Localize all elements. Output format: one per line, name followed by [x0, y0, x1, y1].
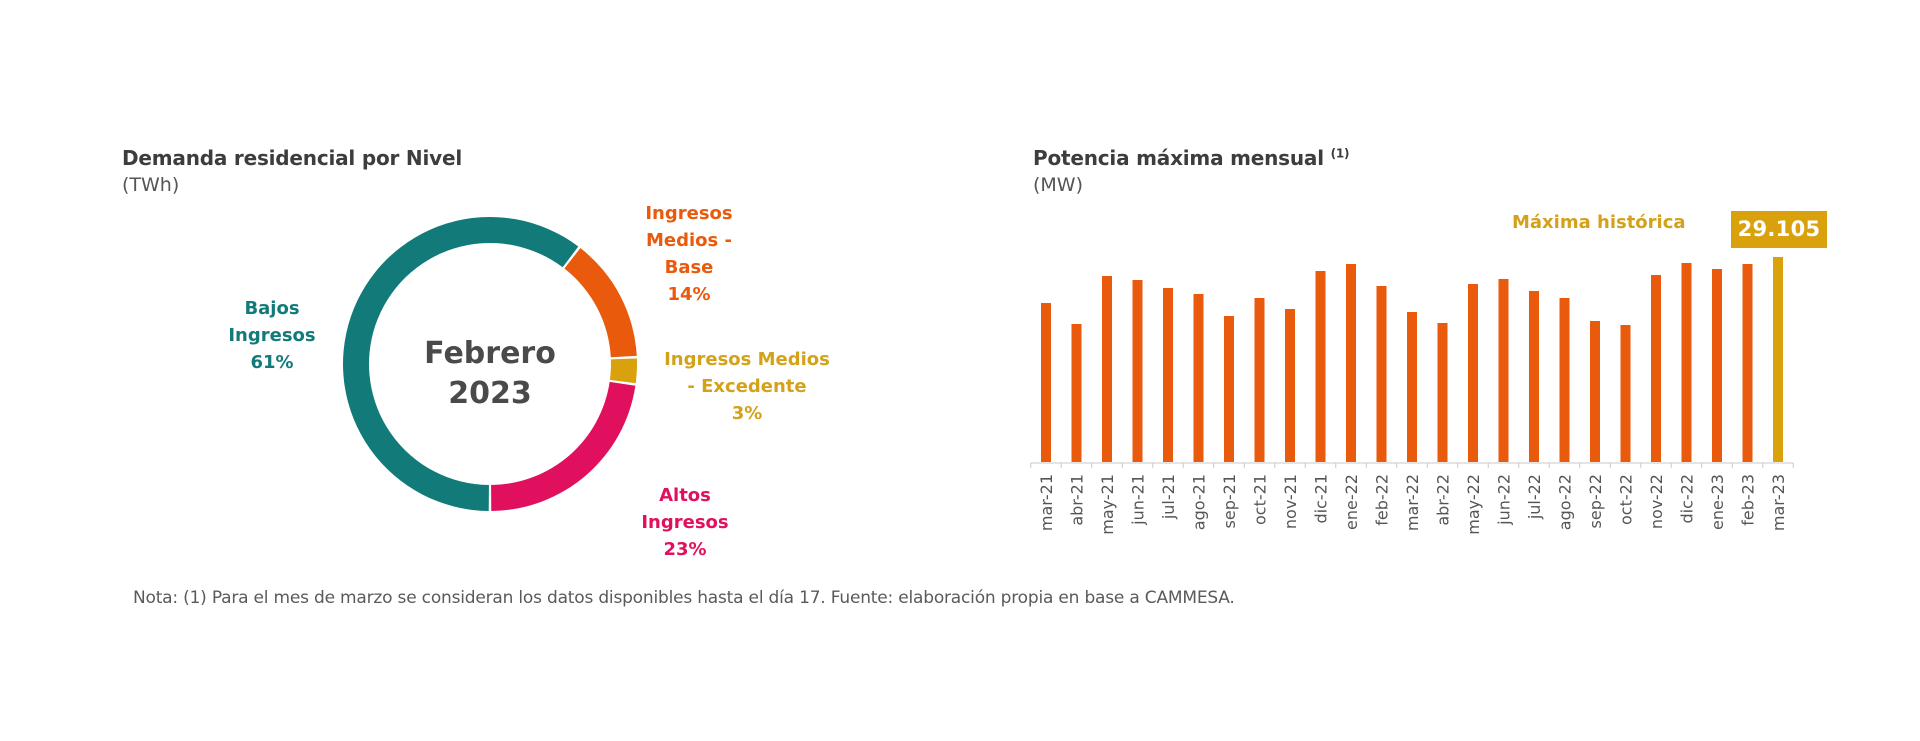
slice-percent: 14% — [667, 284, 711, 305]
donut-slice-altos-ingresos — [491, 381, 636, 511]
x-tick-label: ago-22 — [1556, 474, 1575, 530]
x-tick-label: mar-21 — [1037, 474, 1056, 531]
x-tick-label: mar-23 — [1769, 474, 1788, 531]
bar-nov-21 — [1285, 308, 1295, 462]
x-tick-label: dic-21 — [1312, 474, 1331, 524]
bar-dic-21 — [1315, 270, 1326, 462]
bar-jul-22 — [1529, 290, 1539, 462]
slice-label-line: Ingresos Medios — [664, 349, 830, 370]
x-tick-label: oct-22 — [1617, 474, 1636, 525]
x-tick-label: sep-21 — [1220, 474, 1239, 528]
slice-label-altos-ingresos: Altos Ingresos 23% — [630, 482, 740, 563]
bar-may-22 — [1468, 283, 1478, 462]
x-tick-label: sep-22 — [1586, 474, 1605, 528]
bar-mar-22 — [1407, 311, 1417, 462]
bar-oct-22 — [1620, 324, 1631, 462]
slice-label-line: Ingresos — [228, 325, 316, 346]
x-tick-label: ene-23 — [1708, 474, 1727, 530]
bar-sep-21 — [1224, 315, 1234, 462]
bar-feb-23 — [1742, 263, 1753, 462]
x-tick-label: ago-21 — [1190, 474, 1209, 530]
slice-label-ingresos-medios-excedente: Ingresos Medios - Excedente 3% — [652, 346, 842, 427]
x-tick-label: feb-23 — [1739, 474, 1758, 526]
donut-chart-unit: (TWh) — [122, 174, 180, 196]
footnote: Nota: (1) Para el mes de marzo se consid… — [133, 588, 1235, 608]
bar-dic-22 — [1681, 262, 1692, 462]
x-tick-label: dic-22 — [1678, 474, 1697, 524]
x-tick-label: jul-21 — [1159, 474, 1178, 520]
x-tick-label: feb-22 — [1373, 474, 1392, 526]
x-tick-label: abr-22 — [1434, 474, 1453, 526]
x-tick-label: jun-21 — [1129, 474, 1148, 526]
bar-sep-22 — [1590, 320, 1600, 462]
slice-percent: 61% — [250, 352, 294, 373]
bar-nov-22 — [1651, 274, 1661, 462]
slice-label-line: - Excedente — [687, 376, 807, 397]
x-tick-label: jun-22 — [1495, 474, 1514, 526]
slice-percent: 3% — [731, 403, 763, 424]
max-annotation-label: Máxima histórica — [1512, 212, 1686, 233]
bar-chart-unit: (MW) — [1033, 174, 1084, 196]
bar-ago-21 — [1193, 293, 1204, 462]
bar-jun-21 — [1132, 279, 1143, 462]
x-tick-label: ene-22 — [1342, 474, 1361, 530]
slice-label-line: Medios - — [646, 230, 732, 251]
donut-slice-ingresos-medios-base — [564, 248, 637, 358]
bar-ene-23 — [1712, 268, 1722, 462]
bar-abr-21 — [1071, 323, 1082, 462]
bar-ago-22 — [1559, 298, 1570, 462]
x-tick-label: mar-22 — [1403, 474, 1422, 531]
title-footnote-marker: (1) — [1330, 146, 1350, 161]
x-tick-label: may-22 — [1464, 474, 1483, 535]
bar-ene-22 — [1346, 263, 1356, 462]
slice-label-ingresos-medios-base: Ingresos Medios - Base 14% — [627, 200, 751, 308]
slice-label-line: Base — [664, 257, 714, 278]
slice-label-line: Ingresos — [641, 512, 729, 533]
max-value-badge: 29.105 — [1731, 211, 1827, 248]
bar-mar-21 — [1041, 302, 1051, 462]
slice-label-line: Ingresos — [645, 203, 733, 224]
donut-slice-ingresos-medios-excedente — [609, 358, 637, 384]
x-tick-label: abr-21 — [1068, 474, 1087, 526]
donut-slice-bajos-ingresos — [343, 216, 579, 511]
x-tick-label: jul-22 — [1525, 474, 1544, 520]
slice-label-line: Bajos — [244, 298, 300, 319]
bar-feb-22 — [1376, 285, 1387, 462]
bar-mar-23 — [1773, 257, 1783, 462]
x-tick-label: may-21 — [1098, 474, 1117, 535]
bar-may-21 — [1102, 275, 1112, 462]
x-tick-label: nov-21 — [1281, 474, 1300, 529]
x-tick-label: oct-21 — [1251, 474, 1270, 525]
x-tick-label: nov-22 — [1647, 474, 1666, 529]
donut-center-label: Febrero 2023 — [390, 334, 590, 414]
slice-label-bajos-ingresos: Bajos Ingresos 61% — [222, 295, 322, 376]
donut-center-month: Febrero — [424, 336, 556, 371]
bar-chart-title: Potencia máxima mensual (1) — [1033, 146, 1350, 170]
bar-jul-21 — [1163, 287, 1173, 462]
donut-center-year: 2023 — [448, 376, 532, 411]
bar-chart-title-text: Potencia máxima mensual — [1033, 146, 1324, 170]
slice-percent: 23% — [663, 539, 707, 560]
bar-oct-21 — [1254, 298, 1265, 462]
bar-abr-22 — [1437, 322, 1448, 462]
donut-chart-title: Demanda residencial por Nivel — [122, 146, 462, 170]
slice-label-line: Altos — [659, 485, 711, 506]
bar-jun-22 — [1498, 278, 1509, 462]
